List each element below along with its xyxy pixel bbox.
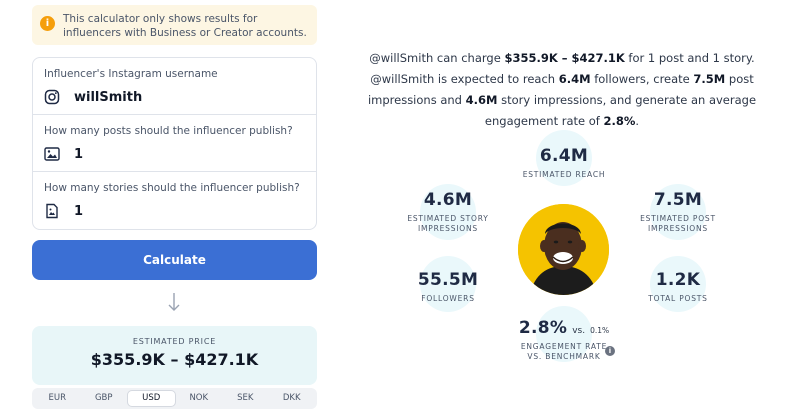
followers-value: 55.5M — [417, 270, 479, 290]
benchmark-label: VS. BENCHMARK — [527, 352, 601, 361]
total-posts-value: 1.2K — [655, 270, 701, 290]
currency-sek[interactable]: SEK — [237, 393, 254, 403]
stat-engagement-rate: 2.8% vs. 0.1% ENGAGEMENT RATE VS. BENCHM… — [484, 318, 644, 362]
summary-story-impressions: 4.6M — [465, 93, 498, 107]
info-icon[interactable]: i — [605, 346, 615, 356]
summary-price: $355.9K – $427.1K — [504, 51, 625, 65]
estimated-price-label: ESTIMATED PRICE — [132, 337, 217, 346]
followers-bubble — [420, 256, 476, 312]
stat-followers: 55.5M FOLLOWERS — [388, 270, 508, 304]
instagram-icon — [44, 89, 60, 105]
username-label: Influencer's Instagram username — [44, 68, 218, 80]
stat-estimated-reach: 6.4M ESTIMATED REACH — [504, 146, 624, 180]
posts-label: How many posts should the influencer pub… — [44, 125, 293, 137]
username-input[interactable]: willSmith — [74, 89, 143, 105]
stat-post-impressions: 7.5M ESTIMATED POST IMPRESSIONS — [618, 190, 738, 234]
calculate-button[interactable]: Calculate — [32, 240, 317, 280]
posts-field[interactable]: How many posts should the influencer pub… — [33, 115, 316, 172]
post-impressions-label: ESTIMATED POST — [640, 214, 716, 223]
story-impressions-bubble — [420, 184, 476, 240]
engagement-label: ENGAGEMENT RATE — [520, 342, 608, 351]
stat-story-impressions: 4.6M ESTIMATED STORY IMPRESSIONS — [388, 190, 508, 234]
username-field[interactable]: Influencer's Instagram username willSmit… — [33, 58, 316, 115]
currency-selector: EUR GBP USD NOK SEK DKK — [32, 388, 317, 409]
account-type-notice: i This calculator only shows results for… — [32, 5, 317, 45]
total-posts-bubble — [650, 256, 706, 312]
summary-engagement: 2.8% — [603, 114, 636, 128]
currency-usd[interactable]: USD — [127, 390, 176, 407]
currency-nok[interactable]: NOK — [189, 393, 209, 403]
post-impressions-label-2: IMPRESSIONS — [648, 224, 708, 233]
followers-label: FOLLOWERS — [421, 294, 475, 303]
influencer-photo — [518, 204, 609, 295]
post-impressions-bubble — [650, 184, 706, 240]
stat-total-posts: 1.2K TOTAL POSTS — [618, 270, 738, 304]
stories-label: How many stories should the influencer p… — [44, 182, 300, 194]
estimated-price-card: ESTIMATED PRICE $355.9K – $427.1K — [32, 326, 317, 385]
estimated-price-value: $355.9K – $427.1K — [90, 350, 259, 369]
stories-field[interactable]: How many stories should the influencer p… — [33, 172, 316, 229]
reach-bubble — [536, 130, 592, 186]
engagement-bubble — [536, 306, 592, 362]
currency-eur[interactable]: EUR — [48, 393, 67, 403]
story-impressions-label: ESTIMATED STORY — [407, 214, 489, 223]
currency-gbp[interactable]: GBP — [94, 393, 113, 403]
story-impressions-value: 4.6M — [423, 190, 473, 210]
stories-input[interactable]: 1 — [74, 203, 84, 219]
image-icon — [44, 146, 60, 162]
engagement-value: 2.8% — [518, 318, 568, 338]
arrow-down-icon — [168, 293, 180, 311]
story-icon — [44, 203, 60, 219]
posts-input[interactable]: 1 — [74, 146, 84, 162]
info-icon: i — [40, 16, 55, 31]
vs-label: vs. — [572, 326, 586, 336]
story-impressions-label-2: IMPRESSIONS — [418, 224, 478, 233]
reach-label: ESTIMATED REACH — [522, 170, 606, 179]
summary-reach: 6.4M — [558, 72, 591, 86]
total-posts-label: TOTAL POSTS — [648, 294, 708, 303]
avatar — [518, 204, 609, 295]
result-summary: @willSmith can charge $355.9K – $427.1K … — [367, 51, 757, 128]
reach-value: 6.4M — [539, 146, 589, 166]
benchmark-value: 0.1% — [590, 326, 610, 335]
currency-dkk[interactable]: DKK — [282, 393, 301, 403]
calculator-form: Influencer's Instagram username willSmit… — [32, 57, 317, 230]
notice-text: This calculator only shows results for i… — [63, 13, 307, 39]
post-impressions-value: 7.5M — [653, 190, 703, 210]
summary-post-impressions: 7.5M — [693, 72, 726, 86]
